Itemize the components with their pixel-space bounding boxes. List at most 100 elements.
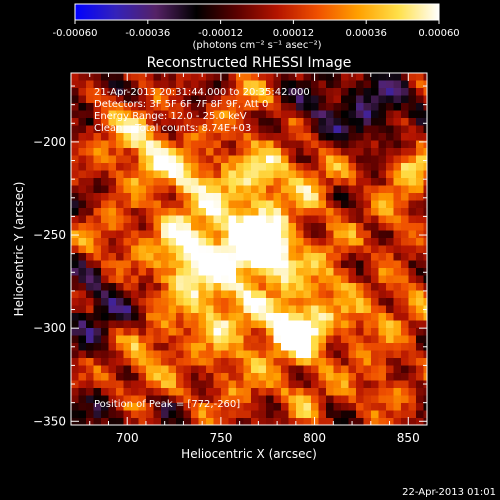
heatmap-cell [348,305,357,314]
heatmap-cell [108,95,117,104]
heatmap-cell [123,290,132,299]
heatmap-cell [153,200,162,209]
heatmap-cell [288,335,297,344]
heatmap-cell [258,410,267,419]
heatmap-cell [281,148,290,157]
heatmap-cell [183,403,192,412]
heatmap-cell [401,185,410,194]
heatmap-cell [116,118,125,127]
heatmap-cell [251,185,260,194]
heatmap-cell [191,298,200,307]
heatmap-cell [311,290,320,299]
heatmap-cell [108,283,117,292]
heatmap-cell [333,215,342,224]
heatmap-cell [423,208,427,217]
heatmap-cell [311,358,320,367]
heatmap-cell [176,208,185,217]
heatmap-cell [191,193,200,202]
heatmap-cell [146,290,155,299]
heatmap-cell [341,403,350,412]
heatmap-cell [251,320,260,329]
heatmap-cell [356,155,365,164]
heatmap-cell [161,223,170,232]
colorbar-tick-label: -0.00060 [53,28,98,39]
heatmap-cell [408,275,417,284]
heatmap-cell [153,223,162,232]
heatmap-cell [333,208,342,217]
heatmap-cell [183,148,192,157]
heatmap-cell [363,125,372,134]
heatmap-cell [318,208,327,217]
heatmap-cell [326,208,335,217]
heatmap-cell [78,275,87,284]
heatmap-cell [423,170,427,179]
heatmap-cell [258,103,267,112]
heatmap-cell [131,290,140,299]
heatmap-cell [78,365,87,374]
heatmap-cell [371,275,380,284]
heatmap-cell [161,260,170,269]
heatmap-cell [131,253,140,262]
heatmap-cell [191,223,200,232]
heatmap-cell [78,80,87,89]
heatmap-cell [416,103,425,112]
heatmap-cell [378,350,387,359]
heatmap-cell [86,208,95,217]
heatmap-cell [221,298,230,307]
heatmap-cell [251,350,260,359]
heatmap-cell [311,110,320,119]
heatmap-cell [131,200,140,209]
heatmap-cell [266,358,275,367]
heatmap-cell [191,80,200,89]
heatmap-cell [416,200,425,209]
heatmap-cell [108,260,117,269]
heatmap-cell [341,335,350,344]
heatmap-cell [303,163,312,172]
heatmap-cell [363,328,372,337]
heatmap-cell [161,365,170,374]
heatmap-cell [371,313,380,322]
heatmap-cell [146,155,155,164]
heatmap-cell [213,403,222,412]
heatmap-cell [363,230,372,239]
heatmap-cell [236,403,245,412]
heatmap-cell [401,133,410,142]
heatmap-cell [333,88,342,97]
heatmap-cell [258,155,267,164]
heatmap-cell [423,245,427,254]
heatmap-cell [348,283,357,292]
heatmap-cell [131,238,140,247]
heatmap-cell [78,380,87,389]
heatmap-cell [378,275,387,284]
heatmap-cell [108,125,117,134]
heatmap-cell [168,350,177,359]
heatmap-cell [296,208,305,217]
heatmap-cell [296,148,305,157]
heatmap-cell [198,170,207,179]
heatmap-cell [281,350,290,359]
heatmap-cell [258,125,267,134]
heatmap-cell [176,305,185,314]
heatmap-cell [266,95,275,104]
heatmap-cell [333,260,342,269]
heatmap-cell [168,170,177,179]
heatmap-cell [131,215,140,224]
heatmap-cell [378,373,387,382]
heatmap-cell [386,403,395,412]
heatmap-cell [326,193,335,202]
heatmap-cell [288,395,297,404]
heatmap-cell [311,245,320,254]
heatmap-cell [288,298,297,307]
heatmap-cell [198,305,207,314]
heatmap-cell [296,80,305,89]
heatmap-cell [191,170,200,179]
heatmap-cell [326,110,335,119]
heatmap-cell [303,290,312,299]
heatmap-cell [423,335,427,344]
y-tick-label: −250 [33,228,66,242]
heatmap-cell [168,305,177,314]
heatmap-cell [341,140,350,149]
heatmap-cell [116,305,125,314]
heatmap-cell [371,88,380,97]
heatmap-cell [423,73,427,82]
